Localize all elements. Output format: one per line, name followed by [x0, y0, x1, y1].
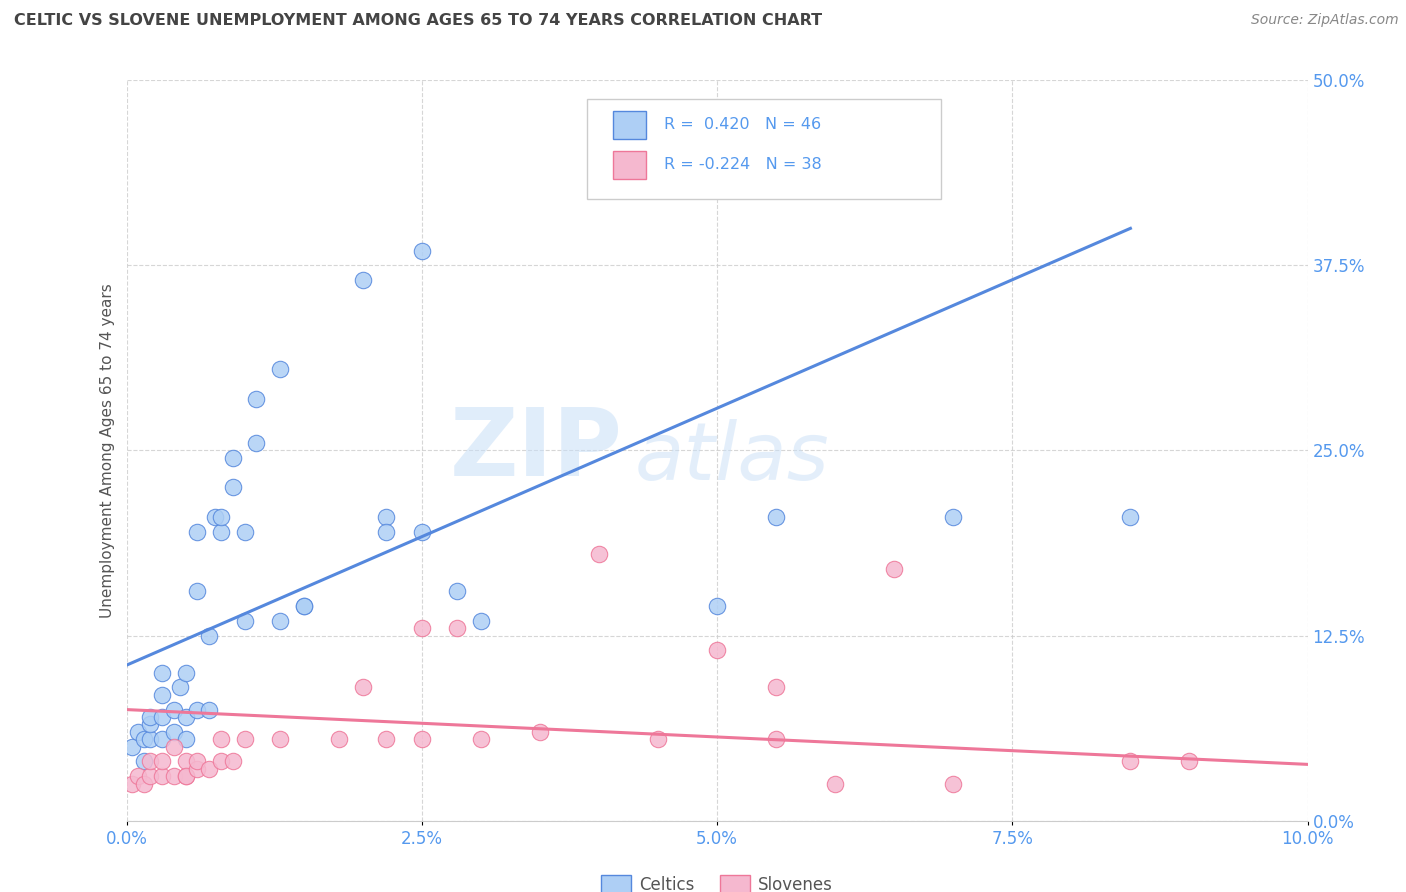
Point — [942, 776, 965, 791]
Text: CELTIC VS SLOVENE UNEMPLOYMENT AMONG AGES 65 TO 74 YEARS CORRELATION CHART: CELTIC VS SLOVENE UNEMPLOYMENT AMONG AGE… — [14, 13, 823, 29]
Point — [204, 510, 226, 524]
Point — [233, 732, 256, 747]
Point — [470, 614, 492, 628]
Point — [150, 665, 173, 680]
Point — [1119, 755, 1142, 769]
Point — [375, 524, 398, 539]
Text: ZIP: ZIP — [450, 404, 623, 497]
Point — [765, 510, 787, 524]
Point — [198, 628, 221, 642]
Point — [292, 599, 315, 613]
Point — [245, 436, 267, 450]
Y-axis label: Unemployment Among Ages 65 to 74 years: Unemployment Among Ages 65 to 74 years — [100, 283, 115, 618]
Point — [139, 769, 162, 783]
Point — [765, 732, 787, 747]
Point — [209, 510, 232, 524]
Point — [588, 547, 610, 561]
Point — [174, 732, 197, 747]
Point — [139, 717, 162, 731]
Point — [269, 614, 291, 628]
Point — [233, 614, 256, 628]
Point — [163, 724, 186, 739]
Point — [233, 524, 256, 539]
Point — [186, 755, 208, 769]
Point — [150, 769, 173, 783]
Point — [134, 755, 156, 769]
Text: R = -0.224   N = 38: R = -0.224 N = 38 — [664, 158, 821, 172]
Point — [883, 562, 905, 576]
Point — [245, 392, 267, 406]
Point — [121, 739, 143, 754]
Point — [411, 244, 433, 258]
Point — [352, 681, 374, 695]
Point — [134, 776, 156, 791]
Point — [150, 688, 173, 702]
Point — [446, 621, 468, 635]
Point — [209, 524, 232, 539]
FancyBboxPatch shape — [613, 112, 647, 138]
Point — [352, 273, 374, 287]
Text: atlas: atlas — [634, 419, 830, 497]
Point — [222, 755, 245, 769]
Point — [824, 776, 846, 791]
Point — [127, 724, 149, 739]
Point — [174, 769, 197, 783]
Point — [706, 643, 728, 657]
Point — [121, 776, 143, 791]
Point — [1178, 755, 1201, 769]
Point — [411, 621, 433, 635]
FancyBboxPatch shape — [613, 152, 647, 178]
Point — [375, 732, 398, 747]
Point — [470, 732, 492, 747]
Point — [765, 681, 787, 695]
Point — [174, 665, 197, 680]
Point — [139, 710, 162, 724]
Legend: Celtics, Slovenes: Celtics, Slovenes — [595, 869, 839, 892]
Point — [139, 732, 162, 747]
Point — [269, 362, 291, 376]
Point — [706, 599, 728, 613]
Point — [222, 480, 245, 494]
Point — [198, 703, 221, 717]
Point — [942, 510, 965, 524]
Point — [292, 599, 315, 613]
Point — [186, 762, 208, 776]
Point — [198, 762, 221, 776]
Point — [647, 732, 669, 747]
Point — [174, 710, 197, 724]
Point — [163, 703, 186, 717]
Point — [163, 739, 186, 754]
Point — [127, 769, 149, 783]
Point — [174, 769, 197, 783]
Point — [150, 732, 173, 747]
Text: R =  0.420   N = 46: R = 0.420 N = 46 — [664, 118, 821, 132]
Point — [446, 584, 468, 599]
Point — [411, 524, 433, 539]
Text: Source: ZipAtlas.com: Source: ZipAtlas.com — [1251, 13, 1399, 28]
Point — [186, 584, 208, 599]
Point — [186, 524, 208, 539]
FancyBboxPatch shape — [588, 99, 942, 199]
Point — [150, 755, 173, 769]
Point — [269, 732, 291, 747]
Point — [174, 755, 197, 769]
Point — [150, 710, 173, 724]
Point — [375, 510, 398, 524]
Point — [209, 732, 232, 747]
Point — [1119, 510, 1142, 524]
Point — [411, 732, 433, 747]
Point — [222, 450, 245, 465]
Point — [529, 724, 551, 739]
Point — [134, 732, 156, 747]
Point — [186, 703, 208, 717]
Point — [139, 755, 162, 769]
Point — [163, 769, 186, 783]
Point — [209, 755, 232, 769]
Point — [169, 681, 191, 695]
Point — [328, 732, 350, 747]
